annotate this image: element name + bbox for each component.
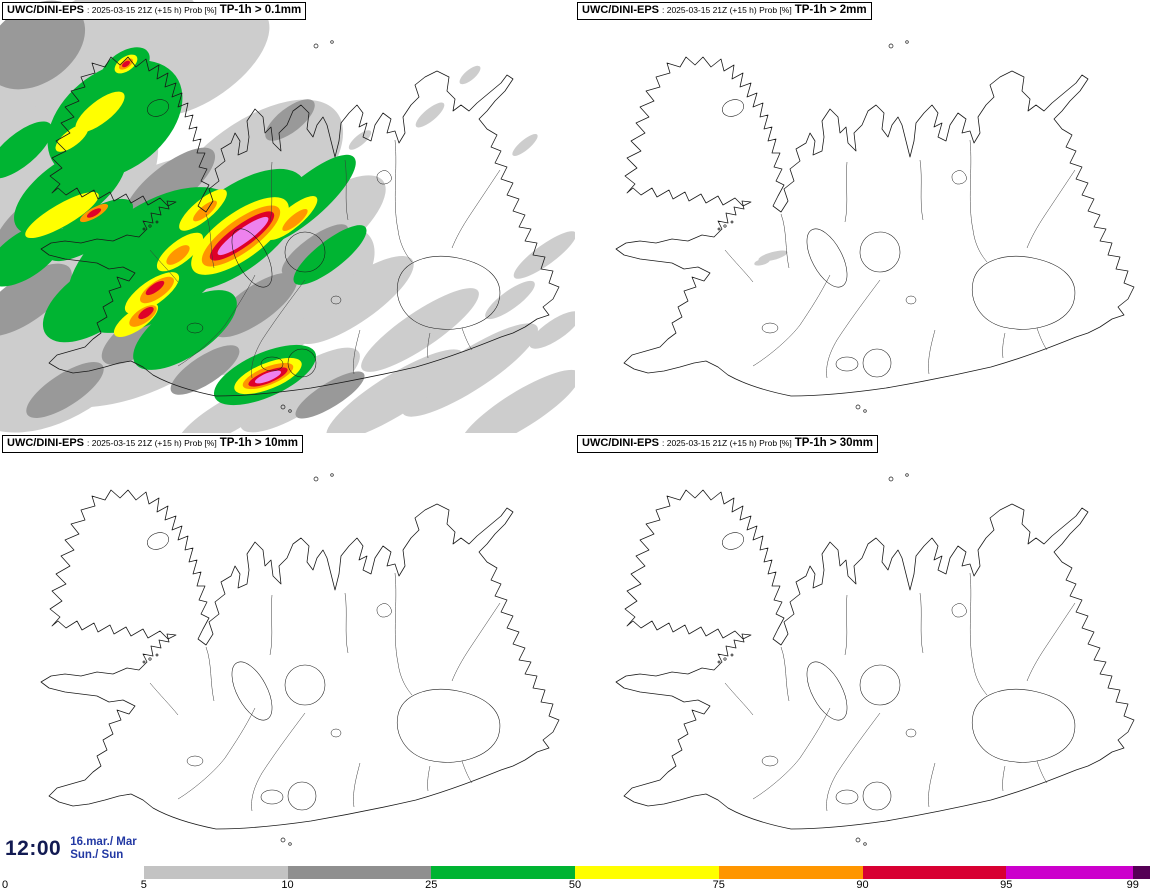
colorbar-tick: 99 bbox=[1126, 879, 1139, 891]
panel-title: UWC/DINI-EPS: 2025-03-15 21Z (+15 h) Pro… bbox=[2, 435, 303, 453]
probability-field bbox=[0, 0, 575, 433]
colorbar-tick: 90 bbox=[856, 879, 869, 891]
colorbar-ticks: 0 5 10 25 50 75 90 95 99 bbox=[0, 879, 1150, 891]
panel-title: UWC/DINI-EPS: 2025-03-15 21Z (+15 h) Pro… bbox=[2, 2, 307, 20]
colorbar-tick: 95 bbox=[1000, 879, 1013, 891]
colorbar-tick: 25 bbox=[425, 879, 438, 891]
colorbar-tick: 5 bbox=[140, 879, 147, 891]
panel-title: UWC/DINI-EPS: 2025-03-15 21Z (+15 h) Pro… bbox=[577, 2, 872, 20]
iceland-map-svg bbox=[0, 0, 575, 433]
valid-date-line1: 16.mar./ Mar bbox=[70, 835, 137, 848]
threshold-label: TP-1h > 30mm bbox=[794, 437, 873, 449]
valid-time-block: 12:00 16.mar./ Mar Sun./ Sun bbox=[5, 835, 143, 862]
colorbar-tick: 75 bbox=[712, 879, 725, 891]
colorbar-tick: 10 bbox=[281, 879, 294, 891]
colorbar-segment bbox=[862, 866, 1007, 879]
colorbar-segment bbox=[1006, 866, 1133, 879]
colorbar-segment bbox=[143, 866, 288, 879]
colorbar-segment bbox=[575, 866, 719, 879]
valid-time: 12:00 bbox=[5, 836, 62, 860]
iceland-map-svg bbox=[40, 473, 560, 846]
valid-date: 16.mar./ Mar Sun./ Sun bbox=[70, 836, 136, 862]
iceland-map-svg bbox=[615, 473, 1135, 846]
panel-title: UWC/DINI-EPS: 2025-03-15 21Z (+15 h) Pro… bbox=[577, 435, 878, 453]
threshold-label: TP-1h > 2mm bbox=[794, 4, 867, 16]
probability-field bbox=[754, 250, 788, 266]
valid-date-line2: Sun./ Sun bbox=[70, 848, 124, 861]
iceland-map-svg bbox=[615, 40, 1135, 413]
colorbar-segment bbox=[287, 866, 432, 879]
colorbar-tick: 0 bbox=[2, 879, 9, 891]
model-label: UWC/DINI-EPS bbox=[582, 437, 659, 449]
run-info: : 2025-03-15 21Z (+15 h) Prob [%] bbox=[662, 5, 792, 15]
colorbar-segment bbox=[431, 866, 575, 879]
map-panel-tp-2mm: UWC/DINI-EPS: 2025-03-15 21Z (+15 h) Pro… bbox=[575, 0, 1150, 433]
map-panel-tp-0.1mm: UWC/DINI-EPS: 2025-03-15 21Z (+15 h) Pro… bbox=[0, 0, 575, 433]
threshold-label: TP-1h > 10mm bbox=[219, 437, 298, 449]
colorbar-tick: 50 bbox=[568, 879, 582, 891]
run-info: : 2025-03-15 21Z (+15 h) Prob [%] bbox=[662, 438, 792, 448]
colorbar-segment bbox=[718, 866, 863, 879]
model-label: UWC/DINI-EPS bbox=[582, 4, 659, 16]
run-info: : 2025-03-15 21Z (+15 h) Prob [%] bbox=[87, 5, 217, 15]
map-panel-tp-30mm: UWC/DINI-EPS: 2025-03-15 21Z (+15 h) Pro… bbox=[575, 433, 1150, 866]
colorbar-segment bbox=[1132, 866, 1150, 879]
threshold-label: TP-1h > 0.1mm bbox=[219, 4, 302, 16]
map-grid: UWC/DINI-EPS: 2025-03-15 21Z (+15 h) Pro… bbox=[0, 0, 1150, 866]
footer: 0 5 10 25 50 75 90 95 99 bbox=[0, 866, 1150, 891]
model-label: UWC/DINI-EPS bbox=[7, 437, 84, 449]
run-info: : 2025-03-15 21Z (+15 h) Prob [%] bbox=[87, 438, 217, 448]
model-label: UWC/DINI-EPS bbox=[7, 4, 84, 16]
map-panel-tp-10mm: UWC/DINI-EPS: 2025-03-15 21Z (+15 h) Pro… bbox=[0, 433, 575, 866]
colorbar bbox=[0, 866, 1150, 879]
